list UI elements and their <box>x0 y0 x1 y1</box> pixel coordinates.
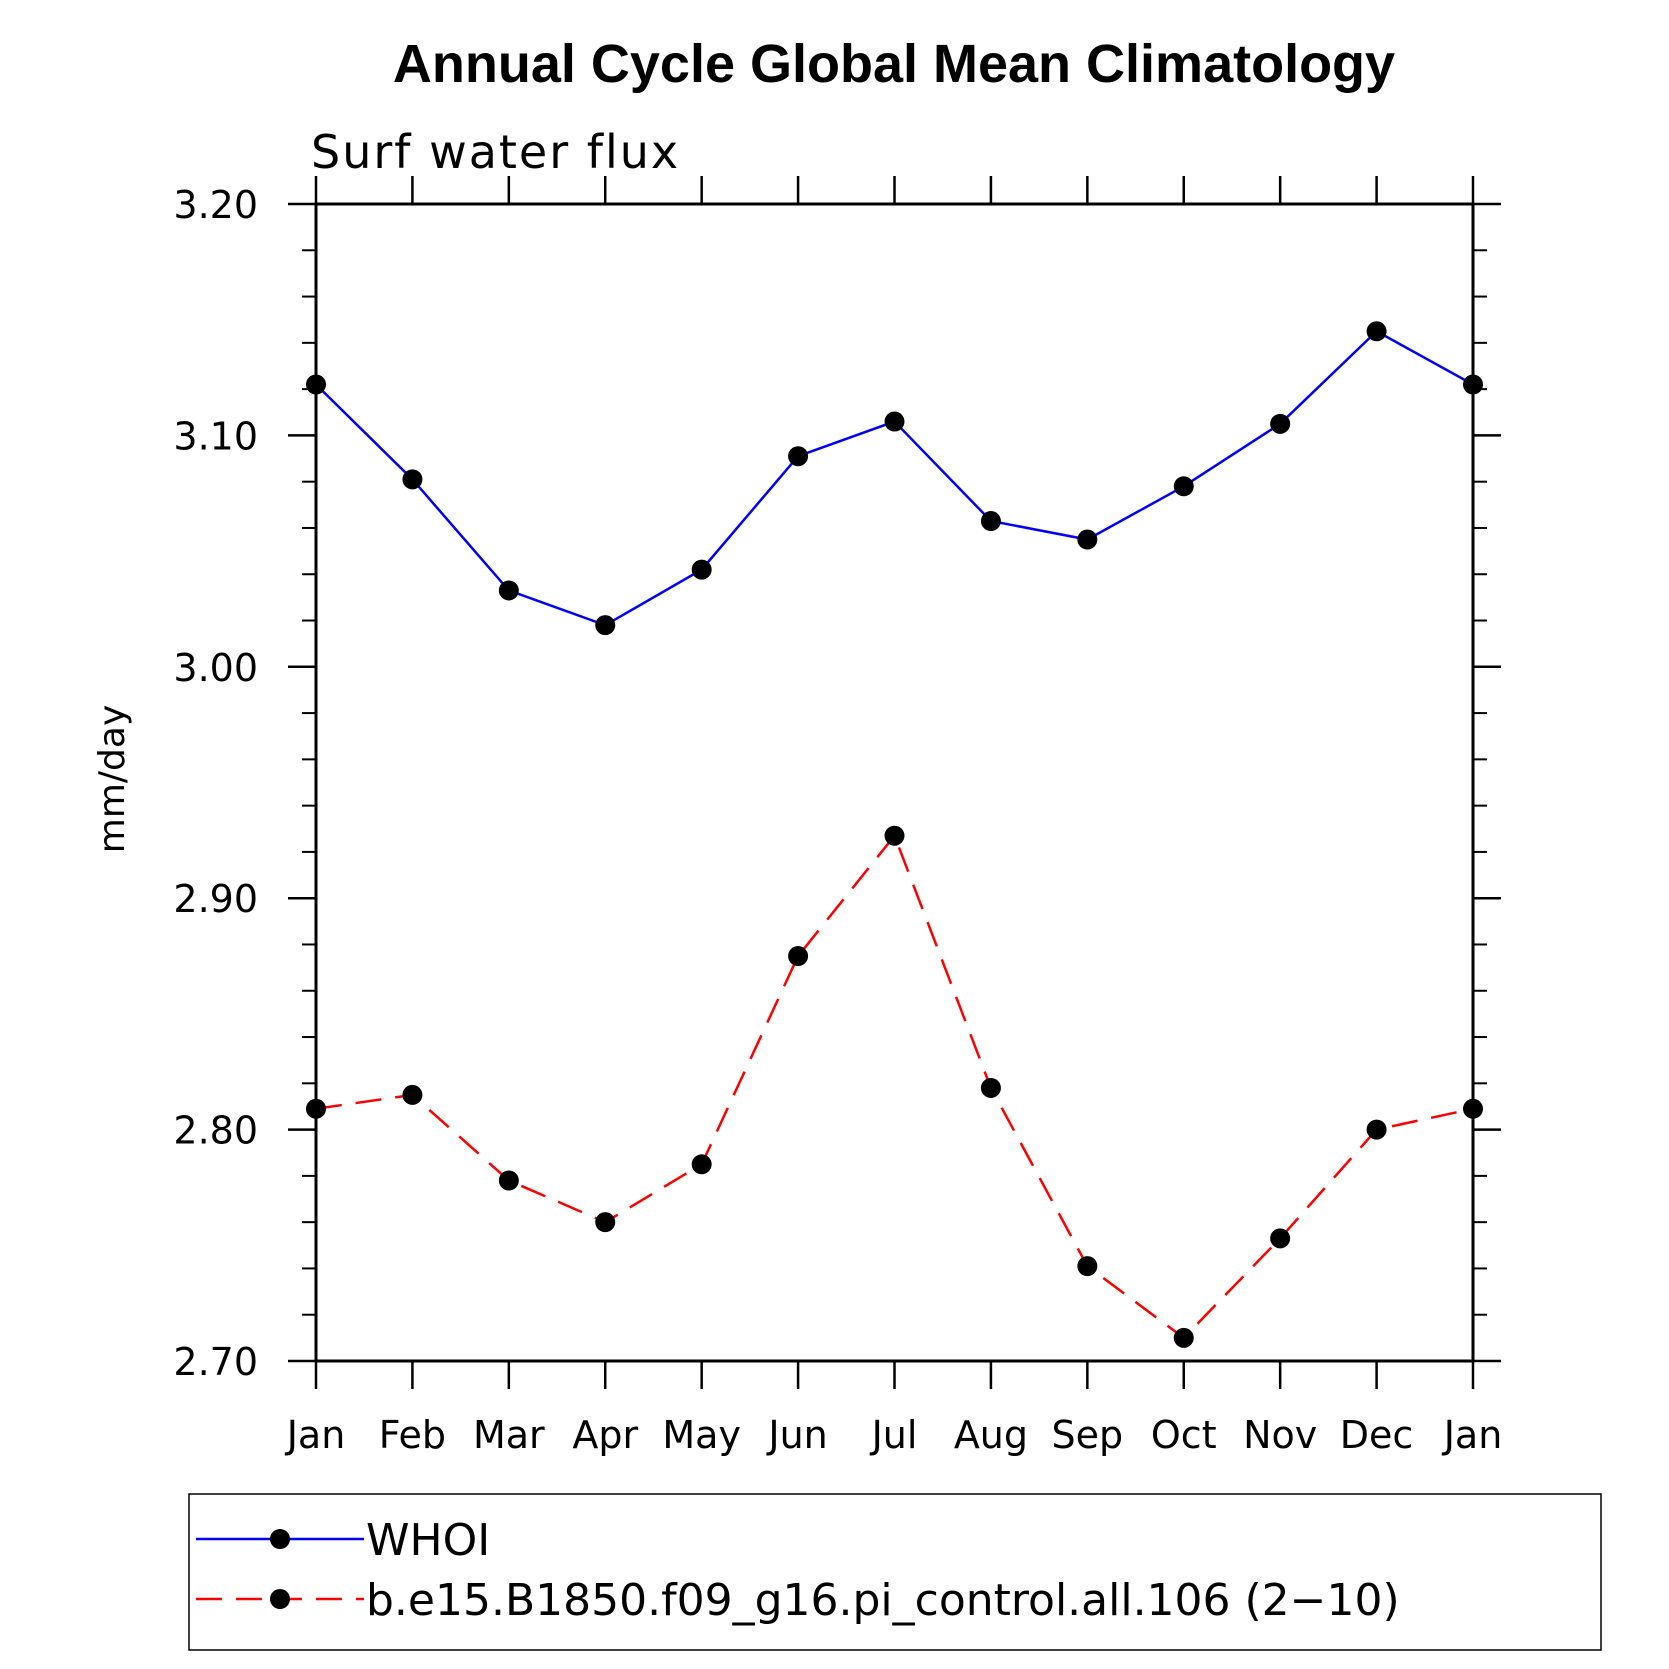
series-line <box>315 833 1474 1340</box>
x-tick-labels: Jan Feb Mar Apr May Jun Jul Aug Sep Oct Nov Dec Jan <box>285 1413 1503 1457</box>
y-tick-label: 3.10 <box>173 414 258 458</box>
y-tick-label: 2.70 <box>173 1340 258 1384</box>
data-point <box>595 1212 616 1233</box>
legend-marker <box>270 1529 290 1549</box>
data-point <box>498 580 519 601</box>
x-tick-label: Jul <box>870 1413 918 1457</box>
x-tick-label: Aug <box>954 1413 1028 1457</box>
data-point <box>884 825 905 846</box>
data-point <box>788 446 809 467</box>
series-2 <box>306 825 1483 1348</box>
data-point <box>1173 1327 1194 1348</box>
legend-label: WHOI <box>366 1515 490 1566</box>
data-point <box>884 411 905 432</box>
series-1 <box>306 321 1483 636</box>
data-point <box>1173 476 1194 497</box>
legend-label: b.e15.B1850.f09_g16.pi_control.all.106 (… <box>366 1575 1400 1626</box>
series-layer <box>306 321 1483 1348</box>
data-point <box>1270 1228 1291 1249</box>
x-tick-label: Feb <box>379 1413 446 1457</box>
axis-ticks <box>288 176 1501 1389</box>
y-tick-label: 2.90 <box>173 877 258 921</box>
data-point <box>691 1154 712 1175</box>
data-point <box>980 1077 1001 1098</box>
chart-title: Annual Cycle Global Mean Climatology <box>393 34 1395 94</box>
y-tick-label: 2.80 <box>173 1109 258 1153</box>
data-point <box>1077 529 1098 550</box>
x-tick-label: Jan <box>285 1413 346 1457</box>
data-point <box>498 1170 519 1191</box>
data-point <box>1366 1119 1387 1140</box>
x-tick-label: Dec <box>1340 1413 1414 1457</box>
x-tick-label: Sep <box>1052 1413 1124 1457</box>
y-axis-label: mm/day <box>92 705 133 853</box>
y-tick-label: 3.00 <box>173 646 258 690</box>
legend-items: WHOI b.e15.B1850.f09_g16.pi_control.all.1… <box>196 1515 1400 1626</box>
x-tick-label: Mar <box>473 1413 545 1457</box>
data-point <box>1270 413 1291 434</box>
data-point <box>1366 321 1387 342</box>
data-point <box>788 946 809 967</box>
x-tick-label: Nov <box>1243 1413 1317 1457</box>
y-tick-labels: 2.70 2.80 2.90 3.00 3.10 3.20 <box>173 183 258 1384</box>
chart-subtitle: Surf water flux <box>311 125 680 179</box>
x-tick-label: Oct <box>1151 1413 1217 1457</box>
data-point <box>1077 1256 1098 1277</box>
data-point <box>691 559 712 580</box>
y-tick-label: 3.20 <box>173 183 258 227</box>
x-tick-label: Jun <box>766 1413 827 1457</box>
legend: WHOI b.e15.B1850.f09_g16.pi_control.all.1… <box>188 1493 1602 1651</box>
x-tick-label: May <box>662 1413 741 1457</box>
legend-marker <box>270 1589 290 1609</box>
data-point <box>402 469 423 490</box>
legend-box <box>188 1493 1602 1651</box>
data-point <box>980 511 1001 532</box>
plot-frame <box>314 202 1475 1363</box>
data-point <box>402 1084 423 1105</box>
x-tick-label: Jan <box>1442 1413 1503 1457</box>
series-line <box>315 329 1474 627</box>
x-tick-label: Apr <box>572 1413 638 1457</box>
data-point <box>595 615 616 636</box>
